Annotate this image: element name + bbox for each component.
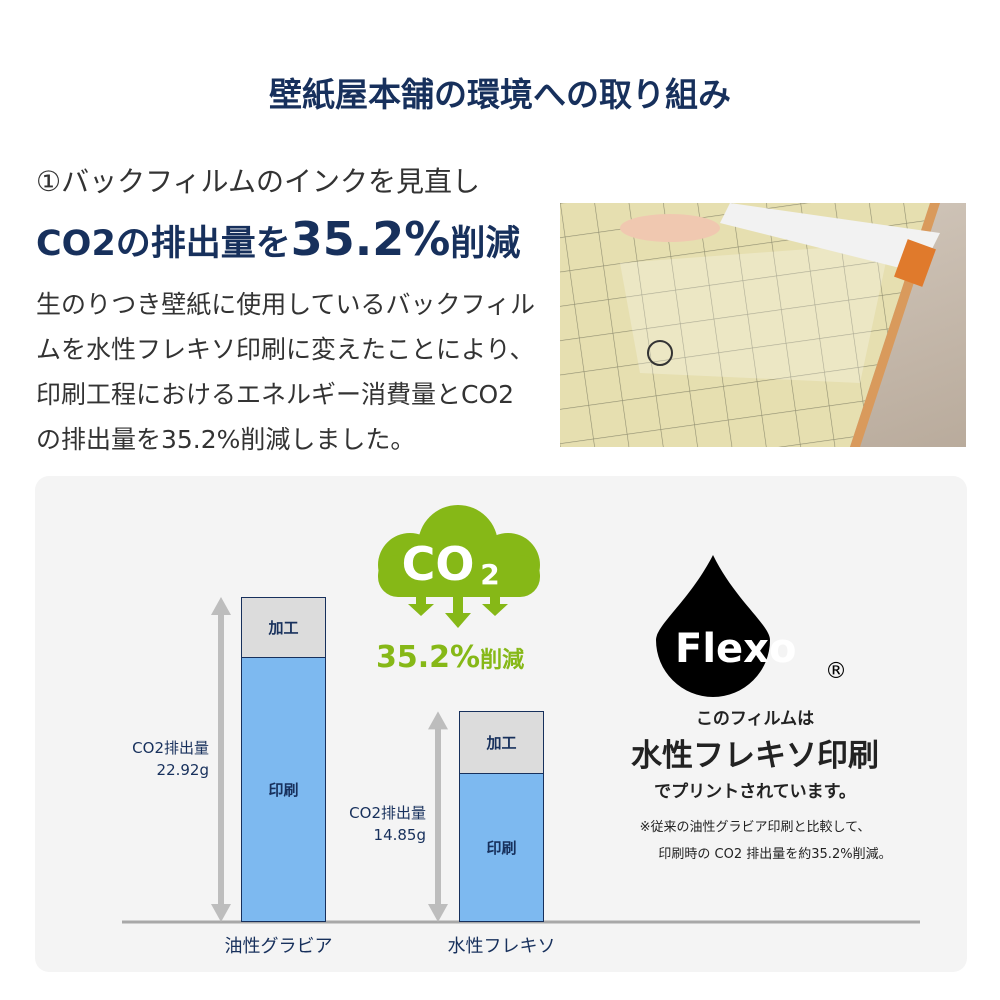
section-body: 生のりつき壁紙に使用しているバックフィルムを水性フレキソ印刷に変えたことにより、… xyxy=(36,290,536,454)
heading-prefix: CO2の排出量を xyxy=(36,224,291,264)
film-text-2: 水性フレキソ印刷 xyxy=(631,738,879,774)
category-label: 油性グラビア xyxy=(224,936,333,957)
bar-1: 加工 印刷 xyxy=(241,597,326,922)
total-value: 22.92g xyxy=(156,760,209,779)
reduction-label: 35.2%削減 xyxy=(376,640,524,675)
section-heading-1: ①バックフィルムのインクを見直し xyxy=(36,165,480,198)
page-title: 壁紙屋本舗の環境への取り組み xyxy=(269,75,731,114)
section-heading-2: CO2の排出量を35.2%削減 xyxy=(36,212,520,266)
total-label: CO2排出量 14.85g xyxy=(318,802,426,846)
reduction-value: 35.2% xyxy=(376,640,481,675)
cloud-subscript: 2 xyxy=(480,558,499,591)
bar-segment-processing: 加工 xyxy=(242,598,325,658)
total-caption: CO2排出量 xyxy=(132,738,209,757)
film-note-1: ※従来の油性グラビア印刷と比較して、 xyxy=(639,820,871,835)
total-value: 14.85g xyxy=(373,825,426,844)
reduction-suffix: 削減 xyxy=(480,648,525,673)
bar-segment-processing: 加工 xyxy=(460,712,543,775)
cloud-co-label: CO xyxy=(402,537,475,591)
height-arrow xyxy=(428,711,448,922)
co2-cloud-icon xyxy=(378,505,540,628)
ink-drop-icon xyxy=(656,555,770,697)
bar-segment-printing: 印刷 xyxy=(242,657,325,922)
bar-2: 加工 印刷 xyxy=(459,711,544,922)
product-photo xyxy=(560,203,966,447)
height-arrow xyxy=(211,597,231,922)
film-text-1: このフィルムは xyxy=(695,709,815,729)
bar-segment-printing: 印刷 xyxy=(460,774,543,922)
flexo-logo-text: Flexo xyxy=(675,626,796,672)
registered-mark: ® xyxy=(825,659,847,684)
category-label: 水性フレキソ xyxy=(447,936,556,957)
total-label: CO2排出量 22.92g xyxy=(101,737,209,781)
film-note-2: 印刷時の CO2 排出量を約35.2%削減。 xyxy=(658,847,892,862)
film-text-3: でプリントされています。 xyxy=(654,782,856,802)
heading-suffix: 削減 xyxy=(450,224,521,264)
total-caption: CO2排出量 xyxy=(349,803,426,822)
heading-value: 35.2% xyxy=(290,212,451,266)
